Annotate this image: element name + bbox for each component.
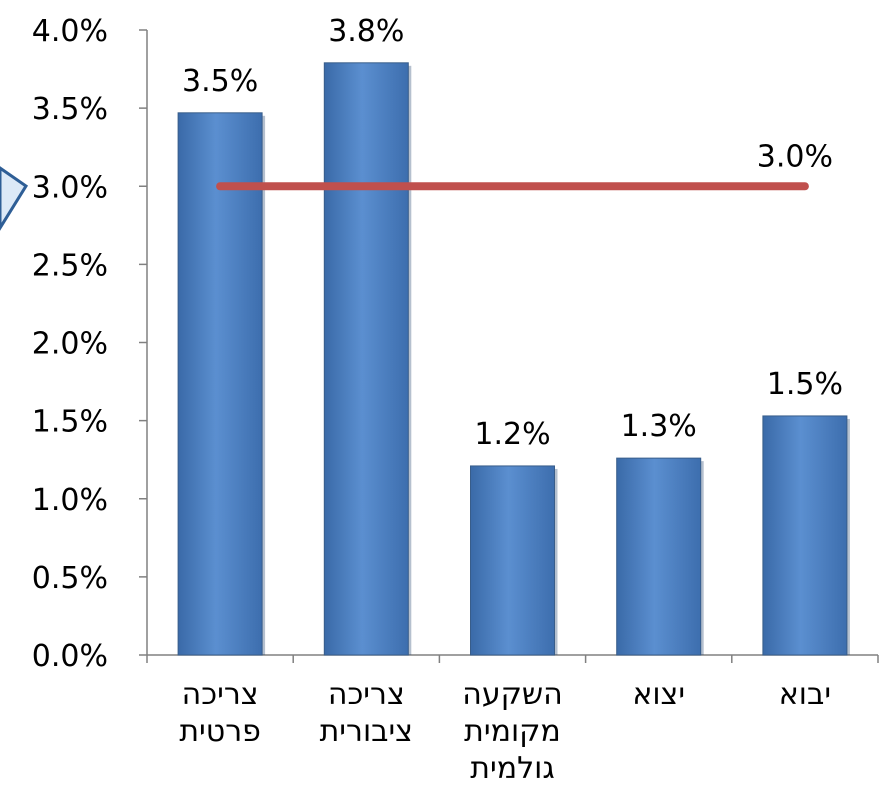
bar xyxy=(616,457,702,656)
bar xyxy=(762,415,848,656)
category-label: צריכה פרטית xyxy=(179,677,261,749)
y-tick-label: 3.0% xyxy=(32,170,108,205)
y-tick-label: 0.5% xyxy=(32,561,108,596)
data-label: 3.5% xyxy=(182,64,258,99)
y-tick-label: 1.5% xyxy=(32,405,108,440)
category-label-line: גולמית xyxy=(470,751,554,786)
callout-shape xyxy=(0,166,29,231)
bar xyxy=(177,112,263,656)
bar xyxy=(323,62,409,656)
y-tick-label: 1.0% xyxy=(32,483,108,518)
category-label-line: מקומית xyxy=(464,714,561,749)
category-label: יצוא xyxy=(632,677,685,712)
category-label-line: פרטית xyxy=(179,714,261,749)
bars xyxy=(177,62,850,656)
data-label: 1.5% xyxy=(767,367,843,402)
bar xyxy=(470,465,555,656)
data-label: 1.2% xyxy=(474,417,550,452)
category-label-line: יצוא xyxy=(632,677,685,712)
category-label: השקעה מקומית גולמית xyxy=(462,677,563,786)
category-label-line: צריכה xyxy=(328,677,405,712)
data-label: 1.3% xyxy=(621,409,697,444)
category-label-line: צריכה xyxy=(182,677,259,712)
category-label: יבוא xyxy=(779,677,831,712)
y-tick-label: 2.5% xyxy=(32,248,108,283)
y-tick-label: 4.0% xyxy=(32,14,108,49)
category-label-line: השקעה xyxy=(462,677,563,712)
data-label: 3.8% xyxy=(328,14,404,49)
axes: 0.0% 0.5% 1.0% 1.5% 2.0% 2.5% 3.0% 3.5% 4.0% xyxy=(32,14,879,674)
category-label: צריכה ציבורית xyxy=(320,677,413,749)
category-label-line: יבוא xyxy=(779,677,831,712)
category-label-line: ציבורית xyxy=(320,714,413,749)
y-tick-label: 0.0% xyxy=(32,639,108,674)
y-tick-label: 3.5% xyxy=(32,92,108,127)
y-tick-label: 2.0% xyxy=(32,327,108,362)
reference-line-label: 3.0% xyxy=(757,139,833,174)
